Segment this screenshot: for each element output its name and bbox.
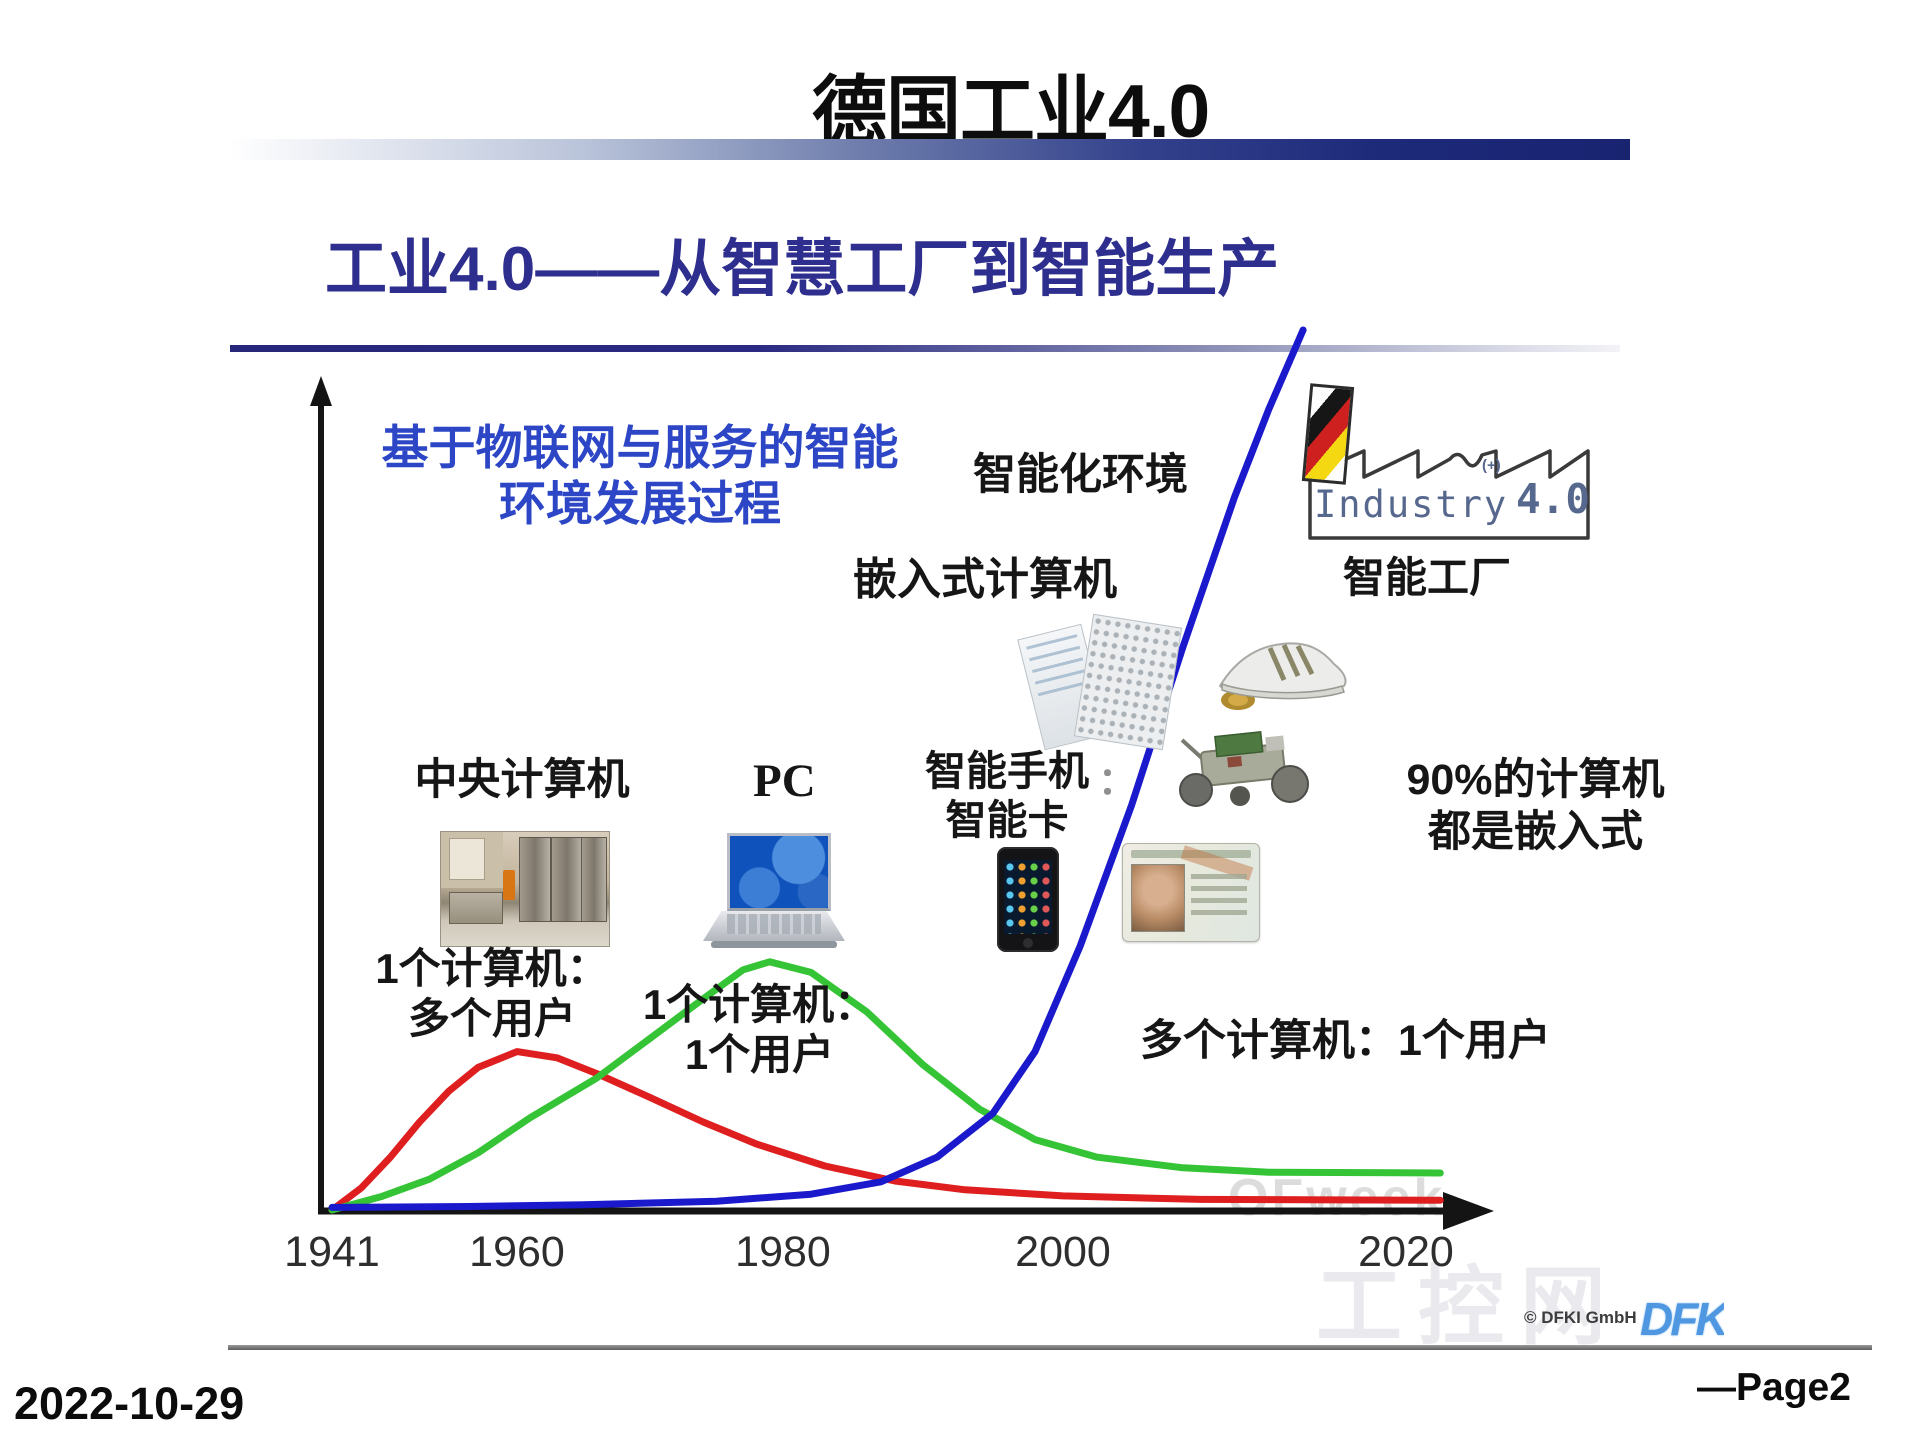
x-tick-2020: 2020 <box>1358 1228 1454 1276</box>
dfki-logo: DFKI <box>1640 1293 1724 1345</box>
smartphone-screen <box>1004 860 1052 934</box>
footer-date: 2022-10-29 <box>14 1378 245 1429</box>
smart-sneaker-image <box>1218 642 1347 710</box>
ninety-line2: 都是嵌入式 <box>1428 807 1643 856</box>
robot-vehicle-image <box>1179 731 1309 807</box>
chip-blister-packs-image <box>1017 613 1183 752</box>
one-one-line1: 1个计算机： <box>642 981 877 1028</box>
embedded-computer-label: 嵌入式计算机 <box>853 555 1117 604</box>
x-tick-1941: 1941 <box>284 1228 380 1276</box>
laptop-screen <box>727 833 831 911</box>
mainframe-cabinet <box>519 837 551 922</box>
factory-outline-icon <box>1308 449 1590 540</box>
iot-line1: 基于物联网与服务的智能 <box>381 421 899 474</box>
logo-industry-text: Industry <box>1314 483 1509 526</box>
watermark-gkong: 工控网 <box>1316 1259 1622 1355</box>
copyright-text: © DFKI GmbH <box>1524 1308 1637 1327</box>
one-many-line1: 1个计算机： <box>375 945 609 992</box>
smartphone-home-button <box>1023 938 1033 948</box>
many-computers-one-user-label: 多个计算机：1个用户 <box>1140 1017 1551 1065</box>
mainframe-photo <box>440 831 610 947</box>
slide-bottom-rule <box>228 1345 1872 1350</box>
one-computer-one-user-label: 1个计算机： 1个用户 <box>637 980 882 1079</box>
industry40-logo: Industry 4.0 (+) <box>1300 383 1600 595</box>
y-axis <box>310 376 332 1213</box>
german-flag-banner-icon <box>1301 383 1355 485</box>
logo-antenna-icon: (+) <box>1482 457 1501 474</box>
smartphone-line: 智能手机 <box>925 748 1089 794</box>
mainframe-orange-panel <box>503 870 515 900</box>
title-gradient-bar <box>230 139 1630 160</box>
one-computer-many-users-label: 1个计算机： 多个用户 <box>372 944 612 1043</box>
smartphone-image <box>997 847 1059 952</box>
x-tick-1980: 1980 <box>735 1228 831 1276</box>
pc-label: PC <box>753 755 816 807</box>
smartcard-line: 智能卡 <box>945 797 1069 844</box>
iot-development-label: 基于物联网与服务的智能 环境发展过程 <box>355 420 925 533</box>
ninety-line1: 90%的计算机 <box>1406 756 1665 804</box>
mainframe-label: 中央计算机 <box>414 756 630 804</box>
laptop-foot <box>711 941 837 948</box>
laptop-image <box>703 833 845 951</box>
slide-title-rule <box>230 345 1620 352</box>
mainframe-cabinet <box>551 837 583 922</box>
one-many-line2: 多个用户 <box>407 994 576 1042</box>
mainframe-cabinet <box>581 837 607 922</box>
logo-version-text: 4.0 <box>1516 475 1591 523</box>
footer-page-number: —Page2 <box>1697 1366 1851 1409</box>
mainframe-console <box>449 892 503 924</box>
smartphone-smartcard-label: 智能手机 智能卡 <box>912 747 1102 845</box>
x-tick-1960: 1960 <box>469 1228 565 1276</box>
chip-pack-right <box>1073 613 1183 751</box>
smart-environment-label: 智能化环境 <box>973 451 1188 499</box>
mainframe-wall <box>441 832 503 888</box>
smart-factory-label: 智能工厂 <box>1343 554 1512 601</box>
slide-title: 工业4.0——从智慧工厂到智能生产 <box>325 235 1280 304</box>
iot-line2: 环境发展过程 <box>499 477 781 531</box>
ninety-percent-label: 90%的计算机 都是嵌入式 <box>1393 755 1678 858</box>
laptop-keyboard <box>727 914 821 934</box>
x-tick-2000: 2000 <box>1015 1228 1111 1276</box>
one-one-line2: 1个用户 <box>684 1030 835 1078</box>
watermark-ofweek: OFweek <box>1228 1169 1446 1227</box>
faint-colon-mark: ： <box>1098 761 1137 803</box>
id-card-image <box>1122 843 1260 942</box>
id-card-photo <box>1131 864 1185 932</box>
